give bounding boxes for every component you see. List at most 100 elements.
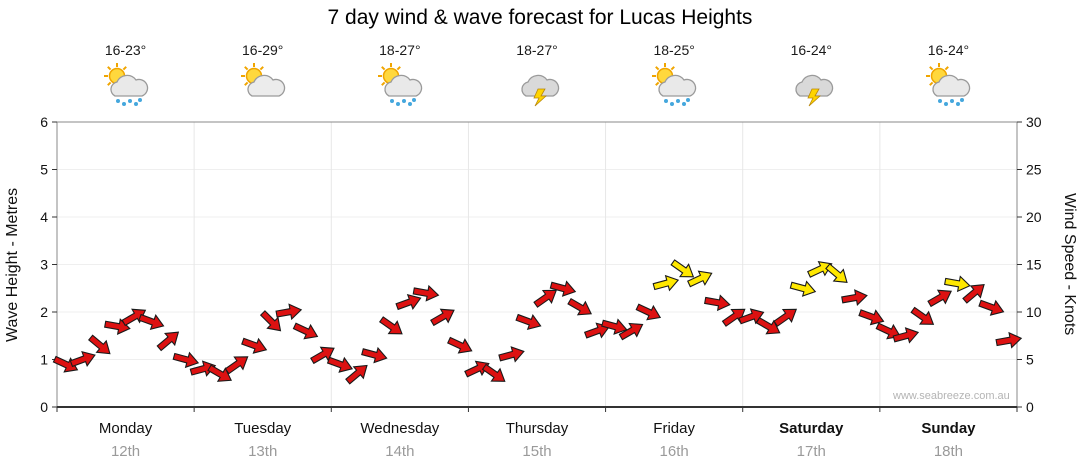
raindrop-icon — [395, 102, 400, 106]
cloud-icon — [247, 74, 285, 97]
sun-ray — [396, 66, 401, 71]
wind-arrow-shape — [962, 284, 985, 304]
left-tick-label: 2 — [40, 304, 48, 320]
right-tick-label: 25 — [1026, 162, 1042, 178]
weather-icon-storm — [795, 74, 834, 107]
right-tick-label: 20 — [1026, 209, 1042, 225]
sun-ray — [243, 81, 249, 86]
wind-arrow — [275, 303, 303, 321]
day-temp-range: 18-25° — [653, 42, 695, 58]
day-temp-range: 18-27° — [516, 42, 558, 58]
wind-arrow-shape — [172, 351, 200, 369]
raindrop-icon — [960, 98, 965, 102]
wind-arrow-shape — [549, 280, 577, 297]
sun-ray — [929, 81, 934, 86]
wind-arrow-shape — [138, 313, 165, 331]
raindrop-icon — [121, 102, 126, 106]
day-date-label: 12th — [110, 443, 141, 460]
wind-arrow-shape — [430, 308, 455, 327]
wind-arrow-shape — [773, 308, 798, 327]
left-tick-label: 4 — [40, 209, 48, 225]
wind-arrow — [533, 289, 558, 308]
wind-arrow-shape — [995, 331, 1023, 349]
wind-arrow — [687, 270, 713, 288]
right-tick-label: 30 — [1026, 114, 1042, 130]
day-weather-icon — [787, 60, 835, 112]
wind-arrow — [138, 313, 165, 331]
wind-arrow — [498, 346, 525, 363]
sun-ray — [122, 66, 127, 71]
day-weather-icon — [102, 60, 150, 112]
sun-ray — [380, 81, 386, 86]
wind-arrow-shape — [515, 313, 542, 331]
left-tick-label: 1 — [40, 352, 48, 368]
day-name-label: Wednesday — [360, 420, 440, 437]
wind-arrow-shape — [944, 275, 971, 293]
day-date-label: 13th — [248, 443, 278, 460]
wind-arrow — [224, 356, 249, 375]
day-name-label: Thursday — [505, 420, 569, 437]
raindrop-icon — [133, 102, 138, 106]
wind-arrow — [721, 308, 746, 327]
sun-ray — [106, 81, 111, 86]
raindrop-icon — [664, 99, 669, 103]
wind-arrow — [412, 284, 440, 302]
right-tick-label: 0 — [1026, 399, 1034, 415]
cloud-icon — [384, 74, 422, 97]
cloud-icon — [109, 74, 148, 97]
raindrop-icon — [676, 99, 681, 103]
wind-arrow-shape — [721, 308, 746, 327]
wind-arrow-shape — [361, 346, 388, 364]
sun-ray — [655, 81, 660, 86]
weather-icon-sun-rain — [377, 63, 422, 106]
wind-arrow-shape — [395, 293, 422, 311]
wind-arrow-shape — [412, 284, 440, 302]
right-tick-label: 10 — [1026, 304, 1042, 320]
wind-arrow-shape — [498, 346, 525, 363]
right-tick-label: 15 — [1026, 257, 1042, 273]
cloud-icon — [932, 74, 971, 97]
left-axis-label: Wave Height - Metres — [4, 187, 21, 342]
watermark: www.seabreeze.com.au — [893, 390, 1010, 402]
sun-ray — [670, 66, 676, 71]
wind-arrow — [549, 280, 577, 297]
page-title: 7 day wind & wave forecast for Lucas Hei… — [327, 6, 753, 29]
day-weather-icon — [239, 60, 287, 112]
raindrop-icon — [686, 98, 691, 102]
wind-arrow-shape — [858, 309, 885, 326]
sun-ray — [106, 66, 111, 71]
raindrop-icon — [401, 99, 406, 103]
weather-icon-sun-rain — [103, 63, 148, 106]
wind-arrow — [995, 331, 1023, 349]
day-temp-range: 16-24° — [927, 42, 970, 58]
wind-arrow-shape — [378, 316, 403, 335]
day-temp-range: 16-23° — [104, 42, 147, 58]
wind-arrow — [515, 313, 542, 331]
wind-arrow-shape — [978, 299, 1005, 316]
day-date-label: 17th — [796, 443, 826, 460]
weather-icon-storm — [521, 74, 560, 107]
wind-arrow — [635, 303, 662, 321]
left-tick-label: 0 — [40, 399, 48, 415]
wind-arrow — [481, 363, 506, 382]
cloud-icon — [795, 74, 834, 97]
wind-arrow — [259, 310, 282, 332]
wind-arrow-shape — [652, 274, 680, 292]
wind-arrow — [962, 284, 985, 304]
day-name-label: Sunday — [921, 420, 976, 437]
sun-ray — [929, 66, 934, 71]
wind-arrow — [825, 263, 848, 283]
wind-arrow-shape — [704, 294, 731, 312]
wind-arrow — [652, 274, 680, 292]
wind-arrow — [601, 318, 628, 335]
sun-ray — [243, 66, 249, 71]
wind-arrow-shape — [447, 336, 473, 354]
wind-arrow — [88, 334, 111, 355]
wind-arrow-shape — [601, 318, 628, 335]
wind-arrow-shape — [910, 306, 935, 325]
raindrop-icon — [682, 102, 687, 106]
wind-arrow — [378, 316, 403, 335]
raindrop-icon — [944, 102, 949, 106]
raindrop-icon — [137, 98, 142, 102]
